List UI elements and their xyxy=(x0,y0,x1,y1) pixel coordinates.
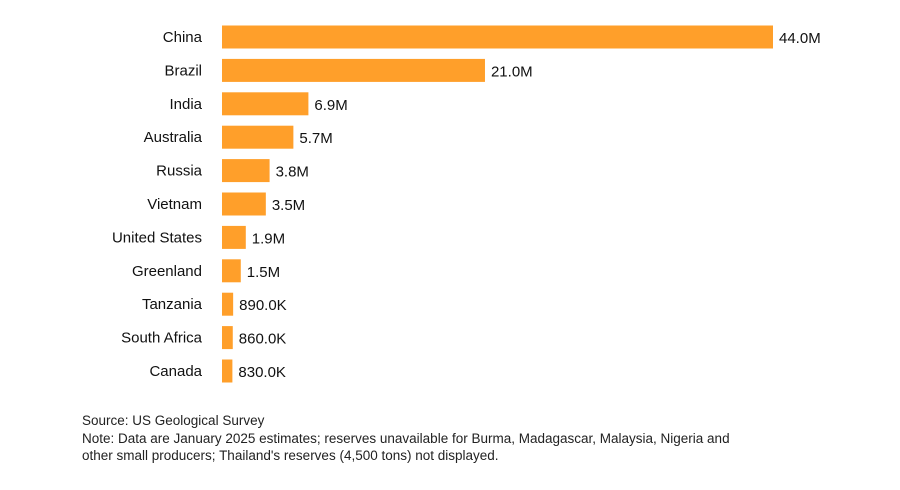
value-label: 860.0K xyxy=(239,331,287,348)
bar xyxy=(222,192,266,216)
value-label: 890.0K xyxy=(239,297,287,314)
category-label: Russia xyxy=(156,163,203,180)
value-label: 1.9M xyxy=(252,230,285,247)
value-label: 21.0M xyxy=(491,63,533,80)
category-label: Tanzania xyxy=(142,296,203,313)
bar xyxy=(222,25,773,49)
value-label: 1.5M xyxy=(247,264,280,281)
category-label: Australia xyxy=(144,129,203,146)
category-label: Vietnam xyxy=(147,196,202,213)
bar xyxy=(222,92,309,116)
category-label: India xyxy=(169,96,202,113)
bar xyxy=(222,225,246,249)
bar xyxy=(222,292,234,316)
bar xyxy=(222,125,294,149)
note-line-2: other small producers; Thailand's reserv… xyxy=(82,448,499,463)
category-label: South Africa xyxy=(121,330,203,347)
value-label: 830.0K xyxy=(238,364,286,381)
source-text: Source: US Geological Survey xyxy=(82,413,265,428)
value-label: 6.9M xyxy=(314,97,347,114)
value-label: 44.0M xyxy=(779,30,821,47)
value-label: 5.7M xyxy=(299,130,332,147)
category-label: China xyxy=(163,29,203,46)
category-label: Brazil xyxy=(164,62,202,79)
bar xyxy=(222,326,233,350)
bar xyxy=(222,159,270,183)
category-label: Greenland xyxy=(132,263,202,280)
bar xyxy=(222,259,241,283)
category-label: United States xyxy=(112,229,202,246)
note-line-1: Note: Data are January 2025 estimates; r… xyxy=(82,431,730,446)
category-label: Canada xyxy=(149,363,202,380)
bar xyxy=(222,359,233,383)
bar xyxy=(222,58,485,82)
bar-chart: China 44.0M Brazil 21.0M India 6.9M Australia 5… xyxy=(112,25,821,383)
value-label: 3.8M xyxy=(276,164,309,181)
value-label: 3.5M xyxy=(272,197,305,214)
